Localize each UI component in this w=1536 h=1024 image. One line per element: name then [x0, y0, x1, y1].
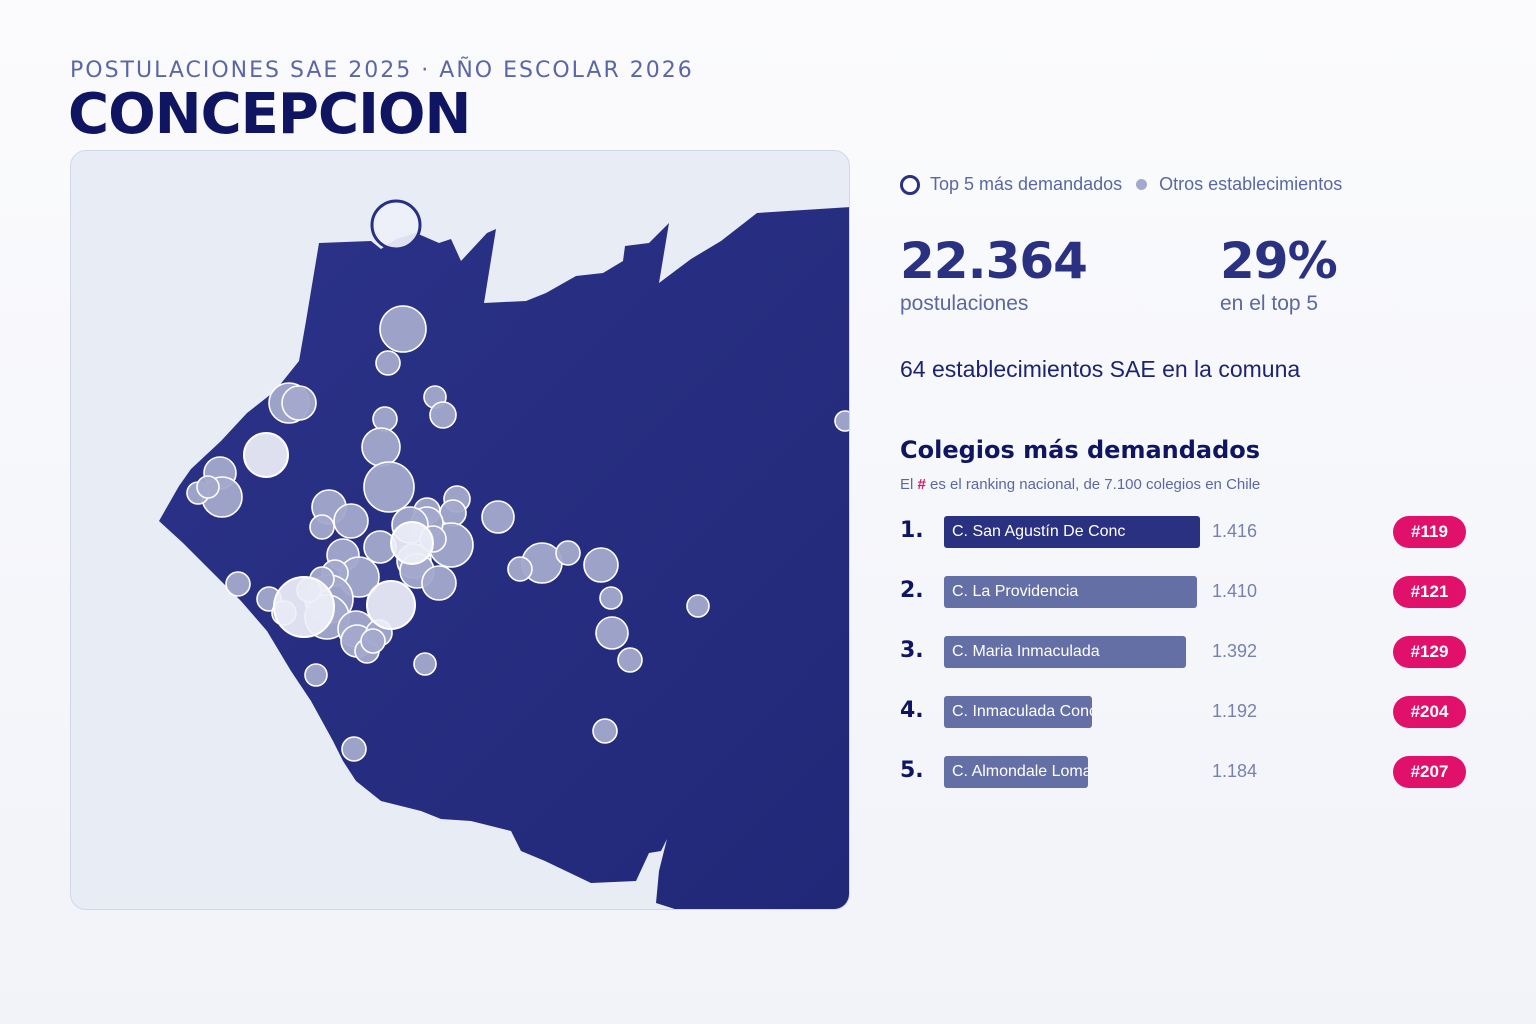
top5-school-marker[interactable]	[243, 432, 289, 478]
top5-share-stat: 29% en el top 5	[1220, 232, 1338, 316]
applications-stat: 22.364 postulaciones	[900, 232, 1088, 316]
school-marker[interactable]	[360, 628, 386, 654]
commune-map[interactable]	[70, 150, 850, 910]
schools-count: 64 establecimientos SAE en la comuna	[900, 356, 1301, 382]
school-marker[interactable]	[421, 565, 457, 601]
school-bar: C. San Agustín De Conc	[944, 516, 1200, 548]
page-subtitle: POSTULACIONES SAE 2025 · AÑO ESCOLAR 202…	[70, 58, 694, 83]
top5-school-marker[interactable]	[273, 576, 335, 638]
legend-others-label: Otros establecimientos	[1159, 174, 1343, 194]
school-applications: 1.184	[1212, 761, 1258, 781]
school-marker[interactable]	[304, 663, 328, 687]
national-rank-badge: #129	[1393, 636, 1466, 668]
school-bar: C. La Providencia	[944, 576, 1197, 608]
school-bar: C. Maria Inmaculada	[944, 636, 1186, 668]
school-rank: 4.	[900, 698, 924, 723]
top-school-row[interactable]: 2. C. La Providencia 1.410 #121	[900, 576, 1466, 608]
top5-ring-icon	[900, 174, 920, 195]
school-bar: C. Inmaculada Concepci	[944, 696, 1092, 728]
school-marker[interactable]	[507, 556, 533, 582]
page-title: CONCEPCION	[68, 82, 471, 147]
top-school-row[interactable]: 5. C. Almondale Lomas 1.184 #207	[900, 756, 1466, 788]
school-bar: C. Almondale Lomas	[944, 756, 1088, 788]
school-marker[interactable]	[372, 406, 398, 432]
school-marker[interactable]	[439, 499, 467, 527]
map-svg	[159, 199, 850, 909]
national-rank-badge: #207	[1393, 756, 1466, 788]
top5-school-marker[interactable]	[366, 580, 416, 630]
school-marker[interactable]	[481, 500, 515, 534]
note-prefix: El	[900, 476, 914, 493]
top5-share-label: en el top 5	[1220, 292, 1319, 315]
school-marker[interactable]	[592, 718, 618, 744]
national-rank-badge: #204	[1393, 696, 1466, 728]
school-rank: 3.	[900, 638, 924, 663]
top5-share-value: 29%	[1220, 232, 1338, 290]
top5-highlight-ring	[370, 199, 422, 251]
school-applications: 1.192	[1212, 701, 1258, 721]
school-applications: 1.392	[1212, 641, 1258, 661]
school-rank: 2.	[900, 578, 924, 603]
commune-shape	[159, 207, 849, 909]
school-marker[interactable]	[834, 410, 850, 432]
note-suffix: es el ranking nacional, de 7.100 colegio…	[930, 476, 1261, 493]
school-marker[interactable]	[599, 586, 623, 610]
other-dot-icon	[1136, 179, 1148, 190]
note-hash: #	[917, 476, 926, 493]
school-marker[interactable]	[363, 461, 415, 513]
national-rank-badge: #119	[1393, 516, 1466, 548]
school-marker[interactable]	[583, 547, 619, 583]
school-marker[interactable]	[686, 594, 710, 618]
school-marker[interactable]	[361, 427, 401, 467]
top-school-row[interactable]: 1. C. San Agustín De Conc 1.416 #119	[900, 516, 1466, 548]
school-marker[interactable]	[413, 652, 437, 676]
top-schools-title: Colegios más demandados	[900, 436, 1261, 464]
applications-value: 22.364	[900, 232, 1088, 290]
national-rank-badge: #121	[1393, 576, 1466, 608]
legend-top5-label: Top 5 más demandados	[930, 174, 1123, 194]
school-marker[interactable]	[379, 305, 427, 353]
school-marker[interactable]	[341, 736, 367, 762]
school-applications: 1.416	[1212, 521, 1258, 541]
school-marker[interactable]	[281, 385, 317, 421]
top-school-row[interactable]: 3. C. Maria Inmaculada 1.392 #129	[900, 636, 1466, 668]
school-marker[interactable]	[617, 647, 643, 673]
school-rank: 5.	[900, 758, 924, 783]
map-legend: Top 5 más demandados Otros establecimien…	[900, 174, 1342, 195]
top-schools-note: El # es el ranking nacional, de 7.100 co…	[900, 476, 1260, 493]
top-school-row[interactable]: 4. C. Inmaculada Concepci 1.192 #204	[900, 696, 1466, 728]
top5-school-marker[interactable]	[390, 521, 434, 565]
school-marker[interactable]	[595, 616, 629, 650]
school-rank: 1.	[900, 518, 924, 543]
school-marker[interactable]	[225, 571, 251, 597]
school-marker[interactable]	[429, 401, 457, 429]
school-marker[interactable]	[196, 475, 220, 499]
school-marker[interactable]	[309, 514, 335, 540]
school-marker[interactable]	[555, 540, 581, 566]
school-markers	[186, 199, 850, 762]
school-marker[interactable]	[375, 350, 401, 376]
applications-label: postulaciones	[900, 292, 1029, 315]
school-applications: 1.410	[1212, 581, 1258, 601]
school-marker[interactable]	[333, 503, 369, 539]
